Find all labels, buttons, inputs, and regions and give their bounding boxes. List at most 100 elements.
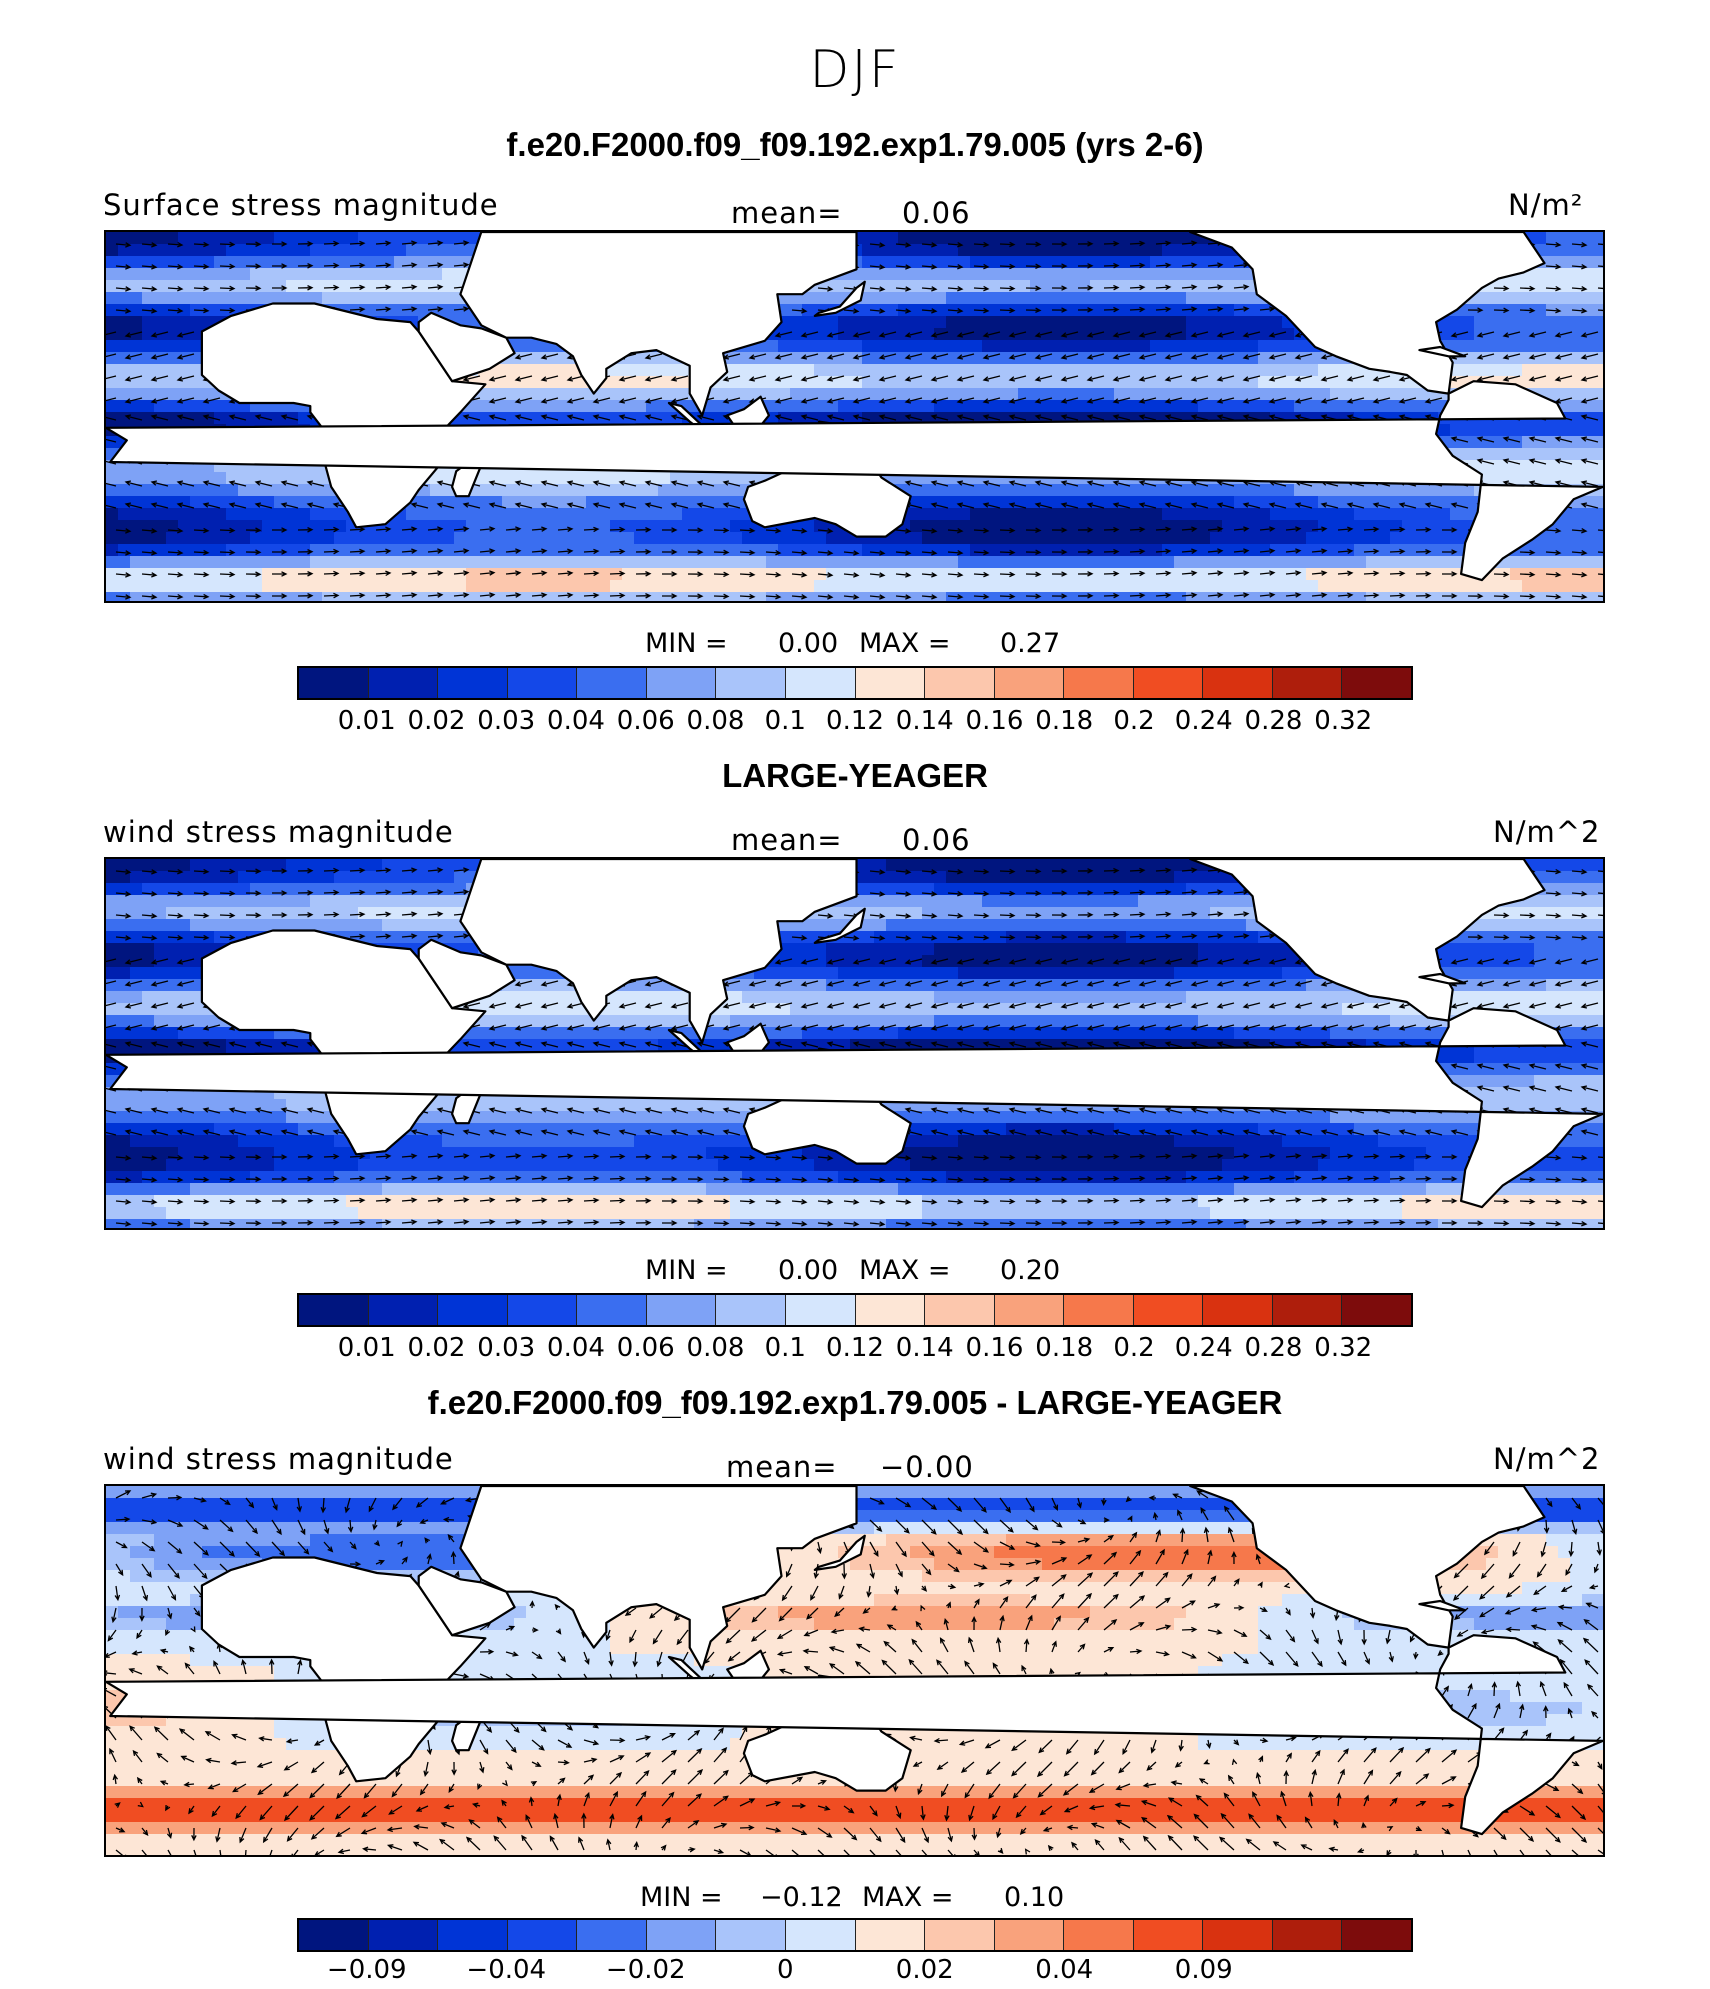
stress-vector-arrow [488,1024,507,1031]
panel-2-map-svg [106,859,1603,1228]
stress-vector-arrow [1129,1153,1146,1160]
stress-vector-arrow [401,1175,418,1181]
stress-vector-arrow [566,1107,585,1114]
stress-vector-arrow [930,958,949,965]
stress-vector-arrow [1181,911,1198,917]
colorbar-swatch [1272,1920,1343,1950]
colorbar-swatch [1064,1920,1134,1950]
stress-vector-arrow [363,1783,377,1799]
stress-vector-arrow [488,480,507,487]
stress-vector-arrow [1285,1197,1302,1203]
stress-vector-arrow [131,1650,143,1656]
stress-vector-arrow [419,1783,429,1796]
stress-vector-arrow [843,1177,860,1183]
stress-vector-arrow [921,891,938,897]
stress-vector-arrow [1245,1838,1261,1851]
stress-vector-arrow [1227,1526,1235,1543]
stress-vector-arrow [895,869,912,875]
stress-vector-arrow [676,1629,689,1646]
stress-vector-arrow [869,913,886,919]
stress-vector-arrow [1025,1614,1033,1631]
stress-vector-arrow [973,1198,990,1205]
stress-vector-arrow [193,1220,210,1227]
stress-vector-arrow [167,241,184,248]
stress-vector-arrow [1129,867,1146,874]
stress-vector-arrow [1450,1002,1469,1009]
stress-vector-arrow [176,397,195,404]
stress-vector-arrow [1077,593,1094,599]
stress-vector-arrow [150,980,169,987]
stress-vector-arrow [128,1668,143,1675]
stress-vector-arrow [1597,1519,1603,1534]
stress-vector-arrow [202,502,221,509]
stress-vector-arrow [1090,1761,1105,1776]
stress-vector-arrow [219,527,236,534]
stress-vector-arrow [176,502,195,509]
stress-vector-arrow [1560,1585,1573,1593]
stress-vector-arrow [1129,284,1146,291]
colorbar-swatch [855,668,926,698]
stress-vector-arrow [964,1660,975,1675]
stress-vector-arrow [644,1129,663,1136]
stress-vector-arrow [1389,1219,1406,1226]
panel-3-mean-label: mean= [726,1450,838,1484]
stress-vector-arrow [713,1154,730,1161]
stress-vector-arrow [462,1041,481,1048]
stress-vector-arrow [479,592,496,598]
stress-vector-arrow [644,480,663,487]
stress-vector-arrow [886,1624,897,1631]
stress-vector-arrow [1181,284,1198,290]
stress-vector-arrow [1519,1220,1536,1227]
stress-vector-arrow [791,1221,808,1227]
stress-vector-arrow [999,1579,1013,1587]
stress-vector-arrow [1415,1773,1430,1785]
stress-vector-arrow [1571,1783,1584,1795]
stress-vector-arrow [1129,1549,1142,1565]
stress-vector-arrow [228,1041,247,1048]
stress-vector-arrow [1129,240,1146,247]
stress-vector-arrow [193,593,210,600]
colorbar-tick-label: 0.03 [477,706,536,736]
stress-vector-arrow [1051,934,1068,940]
stress-vector-arrow [1580,1002,1599,1009]
stress-vector-arrow [124,375,143,382]
stress-vector-arrow [1112,331,1131,338]
stress-vector-arrow [1207,306,1224,312]
stress-vector-arrow [895,1563,903,1578]
stress-vector-arrow [1174,1761,1183,1768]
stress-vector-arrow [947,1827,954,1843]
stress-vector-arrow [895,242,912,248]
stress-vector-arrow [855,1643,871,1653]
stress-vector-arrow [1164,1107,1183,1114]
panel-1-max-value: 0.27 [1000,628,1061,659]
stress-vector-arrow [193,1541,209,1556]
stress-vector-arrow [1086,375,1105,382]
stress-vector-arrow [137,1801,144,1808]
stress-vector-arrow [439,1838,455,1851]
stress-vector-arrow [167,1585,177,1601]
stress-vector-arrow [930,1129,949,1136]
stress-vector-arrow [904,958,923,965]
stress-vector-arrow [1129,889,1146,896]
stress-vector-arrow [947,550,964,556]
stress-vector-arrow [904,397,923,404]
stress-vector-arrow [1476,331,1495,338]
stress-vector-arrow [1077,1176,1094,1182]
stress-vector-arrow [1088,1783,1105,1793]
stress-vector-arrow [254,1041,273,1048]
stress-vector-arrow [947,242,964,248]
stress-vector-arrow [150,1002,169,1009]
stress-vector-arrow [239,1827,247,1844]
stress-vector-arrow [1580,1129,1599,1136]
colorbar-tick-label: 0.16 [965,1333,1024,1363]
colorbar-tick-label: 0.32 [1314,706,1373,736]
stress-vector-arrow [531,1175,548,1181]
stress-vector-arrow [1467,307,1484,313]
stress-vector-arrow [1259,1175,1276,1181]
stress-vector-arrow [1597,1849,1603,1855]
stress-vector-arrow [973,1176,990,1183]
stress-vector-arrow [1129,1219,1146,1226]
stress-vector-arrow [1233,284,1250,290]
stress-vector-arrow [661,1749,678,1763]
stress-vector-arrow [167,571,184,578]
